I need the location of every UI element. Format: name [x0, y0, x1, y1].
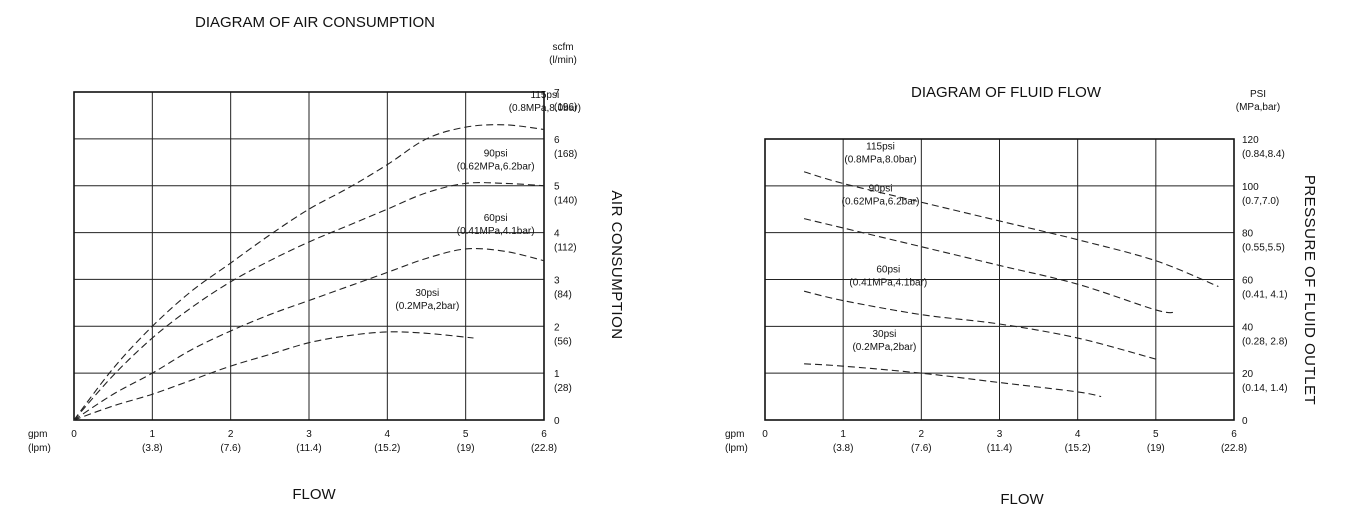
x-tick-label: 5	[1153, 429, 1159, 440]
x-tick-sublabel: (15.2)	[374, 443, 400, 454]
series-sublabel: (0.41MPa,4.1bar)	[849, 277, 927, 288]
series-line-30psi	[804, 363, 1102, 398]
series-label: 60psi	[876, 264, 900, 275]
series-line-60psi	[803, 290, 1156, 360]
y-tick-sublabel: (0.28, 2.8)	[1242, 336, 1288, 347]
x-unit-secondary: (lpm)	[725, 443, 748, 454]
series-line-30psi	[73, 331, 474, 421]
x-tick-sublabel: (7.6)	[911, 443, 932, 454]
series-sublabel: (0.8MPa,8.0bar)	[509, 103, 581, 114]
x-tick-sublabel: (11.4)	[296, 443, 321, 454]
y-axis-title: AIR CONSUMPTION	[608, 190, 625, 339]
y-unit-primary: scfm	[552, 42, 573, 53]
series-sublabel: (0.62MPa,6.2bar)	[457, 161, 535, 172]
y-tick-label: 3	[554, 275, 560, 286]
y-tick-sublabel: (196)	[554, 102, 577, 113]
x-tick-sublabel: (11.4)	[987, 443, 1012, 454]
x-tick-label: 4	[1075, 429, 1081, 440]
x-axis-title: FLOW	[1000, 491, 1044, 508]
y-tick-sublabel: (0.41, 4.1)	[1242, 290, 1288, 301]
x-tick-label: 6	[1231, 429, 1237, 440]
x-tick-sublabel: (22.8)	[531, 443, 557, 454]
series-line-60psi	[73, 248, 545, 421]
y-tick-label: 120	[1242, 135, 1259, 146]
x-tick-label: 2	[228, 429, 234, 440]
air-consumption-chart: DIAGRAM OF AIR CONSUMPTION scfm (l/min) …	[28, 14, 625, 503]
series-line-90psi	[73, 182, 545, 421]
y-tick-label: 1	[554, 369, 560, 380]
x-tick-label: 3	[306, 429, 312, 440]
y-tick-sublabel: (0.55,5.5)	[1242, 243, 1285, 254]
chart-title: DIAGRAM OF AIR CONSUMPTION	[195, 14, 435, 31]
y-tick-label: 20	[1242, 369, 1254, 380]
series-label: 115psi	[866, 141, 895, 152]
y-tick-label: 4	[554, 229, 560, 240]
y-tick-sublabel: (168)	[554, 149, 577, 160]
y-tick-label: 60	[1242, 276, 1254, 287]
y-tick-label: 6	[554, 135, 560, 146]
x-unit-primary: gpm	[725, 429, 744, 440]
y-tick-sublabel: (84)	[554, 289, 572, 300]
y-tick-label: 100	[1242, 182, 1259, 193]
plot-area: 0 1 (3.8) 2 (7.6) 3 (11.4) 4 (15.2) 5 (19) 6 (22.8) 0…	[71, 88, 581, 454]
x-tick-sublabel: (3.8)	[142, 443, 163, 454]
chart-title: DIAGRAM OF FLUID FLOW	[911, 84, 1102, 101]
x-tick-label: 4	[385, 429, 391, 440]
y-tick-sublabel: (0.84,8.4)	[1242, 149, 1285, 160]
plot-frame	[764, 138, 1235, 421]
x-tick-label: 2	[919, 429, 925, 440]
y-tick-sublabel: (0.7,7.0)	[1242, 196, 1279, 207]
x-tick-sublabel: (3.8)	[833, 443, 854, 454]
x-unit-primary: gpm	[28, 429, 47, 440]
plot-area: 0 1 (3.8) 2 (7.6) 3 (11.4) 4 (15.2) 5 (19) 6 (22.8) 0…	[762, 135, 1287, 454]
series-label: 60psi	[484, 213, 508, 224]
y-tick-sublabel: (28)	[554, 383, 572, 394]
y-tick-sublabel: (0.14, 1.4)	[1242, 383, 1288, 394]
plot-frame	[73, 91, 545, 421]
y-tick-label: 0	[1242, 416, 1248, 427]
x-tick-label: 5	[463, 429, 469, 440]
y-tick-label: 40	[1242, 322, 1254, 333]
series-line-115psi	[73, 124, 545, 421]
y-unit-secondary: (l/min)	[549, 55, 577, 66]
y-tick-sublabel: (140)	[554, 196, 577, 207]
y-unit-secondary: (MPa,bar)	[1236, 102, 1280, 113]
series-label: 90psi	[484, 148, 508, 159]
y-tick-label: 2	[554, 322, 560, 333]
series-sublabel: (0.62MPa,6.2bar)	[842, 197, 920, 208]
y-tick-sublabel: (56)	[554, 336, 572, 347]
x-tick-label: 6	[541, 429, 547, 440]
x-tick-sublabel: (7.6)	[220, 443, 241, 454]
y-tick-label: 80	[1242, 229, 1254, 240]
y-unit-primary: PSI	[1250, 89, 1266, 100]
y-tick-sublabel: (112)	[554, 243, 577, 254]
series-sublabel: (0.2MPa,2bar)	[395, 301, 459, 312]
x-tick-label: 3	[997, 429, 1003, 440]
x-tick-sublabel: (15.2)	[1065, 443, 1091, 454]
series-line-90psi	[803, 218, 1176, 314]
series-label: 115psi	[530, 90, 559, 101]
series-label: 30psi	[872, 329, 896, 340]
series-sublabel: (0.2MPa,2bar)	[852, 342, 916, 353]
fluid-flow-chart: DIAGRAM OF FLUID FLOW PSI (MPa,bar) gpm …	[725, 84, 1318, 508]
x-tick-label: 1	[150, 429, 156, 440]
x-tick-sublabel: (19)	[1147, 443, 1165, 454]
series-line-115psi	[803, 171, 1219, 288]
x-tick-sublabel: (22.8)	[1221, 443, 1247, 454]
x-tick-sublabel: (19)	[457, 443, 475, 454]
x-tick-label: 0	[762, 429, 768, 440]
series-label: 30psi	[415, 288, 439, 299]
series-label: 90psi	[869, 184, 893, 195]
series-sublabel: (0.8MPa,8.0bar)	[844, 154, 916, 165]
x-unit-secondary: (lpm)	[28, 443, 51, 454]
y-tick-label: 7	[554, 88, 560, 99]
y-tick-label: 0	[554, 416, 560, 427]
x-tick-label: 1	[840, 429, 846, 440]
x-axis-title: FLOW	[292, 486, 336, 503]
y-axis-title: PRESSURE OF FLUID OUTLET	[1301, 175, 1318, 405]
x-tick-label: 0	[71, 429, 77, 440]
y-tick-label: 5	[554, 182, 560, 193]
series-sublabel: (0.41MPa,4.1bar)	[457, 226, 535, 237]
